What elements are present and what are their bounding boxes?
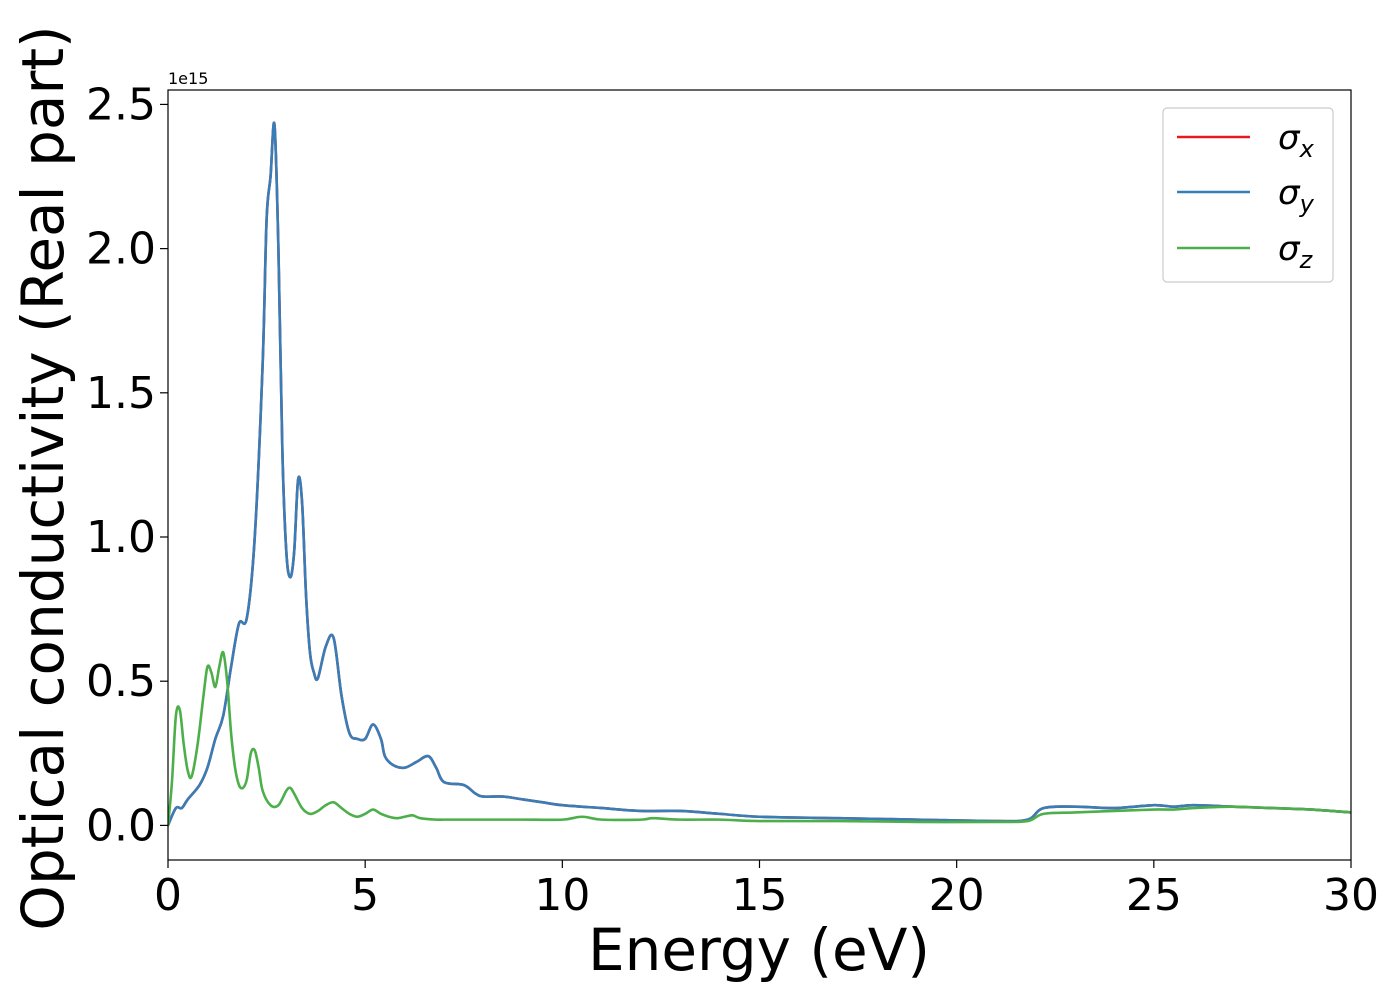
x-tick-label: 30 (1323, 870, 1379, 921)
y-axis-label: Optical conductivity (Real part) (9, 25, 77, 930)
y-tick-label: 2.5 (86, 79, 156, 130)
legend: σx σy σz (1162, 107, 1334, 283)
legend-box (1162, 107, 1334, 283)
series-line-z (168, 650, 1351, 827)
x-axis-label: Energy (eV) (588, 916, 930, 984)
x-tick-label: 5 (351, 870, 379, 921)
x-tick-label: 25 (1126, 870, 1182, 921)
y-axis-offset-label: 1e15 (168, 69, 208, 88)
x-tick-label: 15 (732, 870, 788, 921)
series-layer (168, 121, 1351, 827)
y-tick-label: 2.0 (86, 224, 156, 275)
legend-label-z: σz (1278, 229, 1314, 274)
x-tick-label: 10 (534, 870, 590, 921)
legend-label-y: σy (1278, 173, 1315, 218)
legend-label-x: σx (1278, 118, 1315, 163)
y-tick-label: 1.0 (86, 512, 156, 563)
y-tick-label: 1.5 (86, 368, 156, 419)
x-tick-label: 0 (154, 870, 182, 921)
series-line-y (168, 121, 1351, 827)
x-axis: 0 5 10 15 20 25 30 (154, 860, 1379, 921)
y-tick-label: 0.0 (86, 800, 156, 851)
y-tick-label: 0.5 (86, 656, 156, 707)
y-axis: 0.0 0.5 1.0 1.5 2.0 2.5 (86, 79, 168, 851)
x-tick-label: 20 (929, 870, 985, 921)
